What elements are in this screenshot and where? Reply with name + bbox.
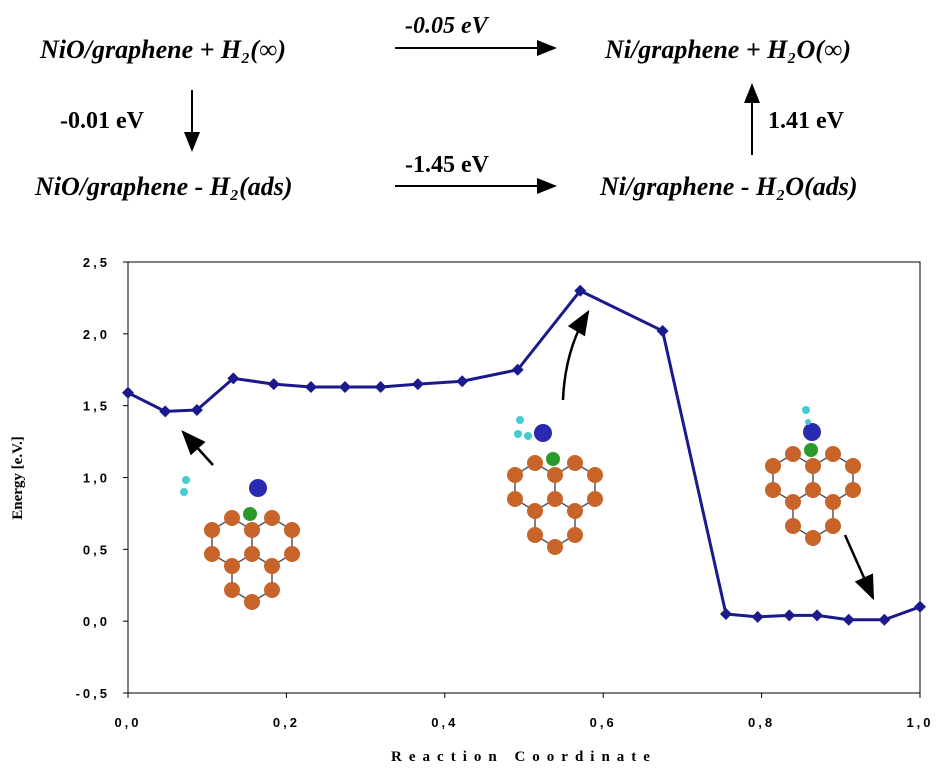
data-point [122,386,134,399]
energy-label: 1.41 eV [768,108,845,134]
data-point [811,609,824,622]
data-point [574,284,587,297]
y-tick-label: 1,0 [83,471,110,486]
data-point [656,324,669,337]
energy-label: -0.01 eV [60,108,145,134]
y-axis-title: Energy [e.V.] [10,436,26,519]
data-point [878,613,891,626]
x-tick-label: 1,0 [906,715,933,730]
scheme-arrows [184,40,760,194]
structure-illustrations [180,309,875,611]
data-point [719,607,732,620]
data-point [456,375,469,388]
energy-label: -0.05 eV [405,13,490,39]
data-point [267,378,280,391]
y-tick-label: 0,5 [83,542,110,557]
x-tick-label: 0,2 [273,715,300,730]
y-tick-label: 0,0 [83,614,110,629]
data-point [374,380,387,393]
scheme-term: NiO/graphene - H₂(ads) [34,172,293,201]
scheme-term: NiO/graphene + H₂(∞) [39,35,286,64]
data-point [339,380,352,393]
data-point [159,405,172,418]
x-tick-label: 0,6 [590,715,617,730]
energy-label: -1.45 eV [405,152,490,178]
x-tick-label: 0,4 [431,715,458,730]
x-axis-title: Reaction Coordinate [391,749,657,765]
data-point [751,610,764,623]
series-line [127,289,921,622]
data-point [511,363,524,376]
y-tick-label: -0,5 [76,686,110,701]
y-tick-label: 1,5 [83,399,110,414]
data-point [190,403,203,416]
x-tick-label: 0,0 [114,715,141,730]
scheme-term: Ni/graphene - H₂O(ads) [599,172,858,201]
y-tick-label: 2,5 [83,255,110,270]
y-tick-label: 2,0 [83,327,110,342]
data-point [914,600,926,613]
x-tick-label: 0,8 [748,715,775,730]
data-point [783,609,796,622]
plot-frame [127,261,921,694]
data-point [411,378,424,391]
data-point [304,380,317,393]
scheme-term: Ni/graphene + H₂O(∞) [604,35,851,64]
data-point [227,372,240,385]
data-point [842,613,855,626]
